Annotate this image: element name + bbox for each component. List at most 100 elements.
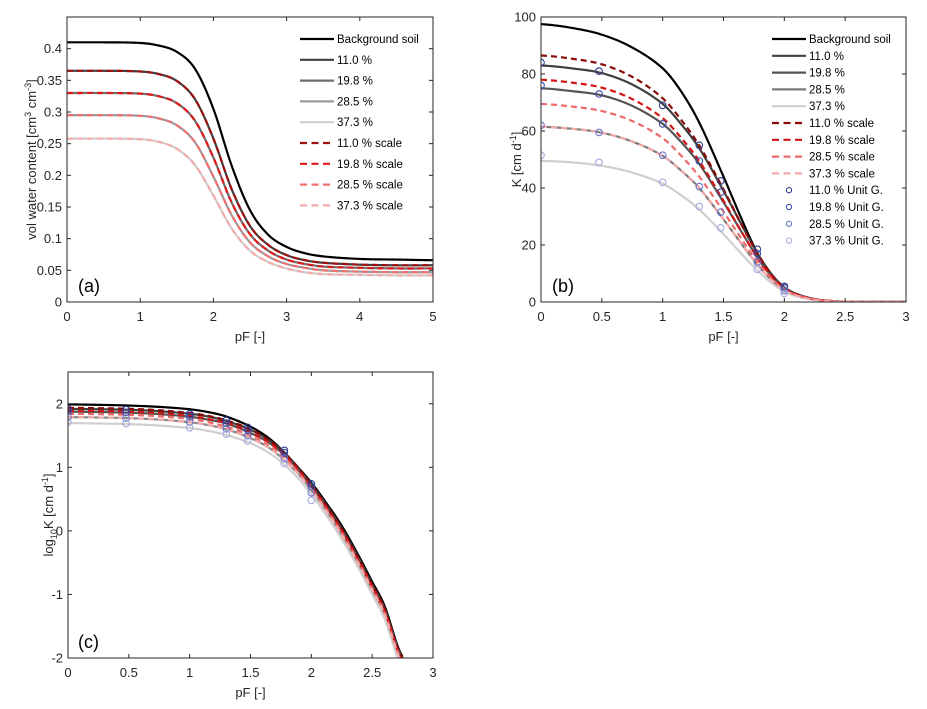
data-point-28-5-unit-g [695, 182, 704, 191]
legend-label: 11.0 % [809, 51, 844, 63]
data-point-11-0-unit-g [280, 446, 289, 455]
y-tick-label: 0.05 [37, 263, 62, 278]
y-tick-label: 80 [522, 67, 536, 82]
legend-item: 11.0 % [772, 51, 844, 63]
y-axis-label-part: vol water content [cm [24, 117, 39, 240]
legend-item: 11.0 % Unit G. [785, 185, 883, 197]
legend-label: 37.3 % [337, 117, 373, 129]
panel-a-water-retention: 0 1 2 3 4 5 0 0.05 0.1 0.15 0.2 0.25 0.3 0.35 0.4 pF [-… [23, 16, 437, 344]
data-point-19-8-unit-g [222, 419, 231, 428]
data-point-19-8-unit-g [595, 90, 603, 98]
x-axis-label: pF [-] [235, 685, 265, 700]
data-point-37-3-unit-g [595, 158, 603, 167]
legend-label: 28.5 % [337, 96, 373, 108]
y-axis-label-part: -1 [40, 477, 50, 485]
x-tick-label: 0 [63, 309, 70, 324]
x-axis-label: pF [-] [235, 329, 265, 344]
legend-label: 28.5 % scale [809, 152, 875, 164]
y-axis-label-part: K [cm d [41, 485, 56, 529]
y-tick-label: 0.25 [37, 136, 62, 151]
legend-item: 28.5 % Unit G. [785, 219, 884, 231]
series-line-background-soil [67, 41, 433, 262]
y-axis-label-part: -1 [508, 135, 518, 143]
legend-item: 19.8 % [300, 76, 373, 88]
legend-item: 11.0 % scale [772, 118, 874, 130]
panel-b-hydraulic-conductivity: 0 0.5 1 1.5 2 2.5 3 0 20 40 60 80 100 pF [-] K [cm d-1… [508, 10, 910, 345]
y-axis-label-part: ] [41, 473, 56, 477]
y-axis-label-part: cm [24, 91, 39, 112]
data-point-19-8-unit-g [280, 448, 289, 457]
legend-item: 37.3 % scale [300, 200, 403, 212]
legend-label: 28.5 % [809, 84, 845, 96]
series-group [68, 403, 404, 658]
legend-marker [785, 220, 793, 227]
legend-label: 28.5 % scale [337, 180, 403, 192]
legend-item: 11.0 % [300, 55, 372, 67]
legend-item: 19.8 % scale [772, 135, 875, 147]
data-point-37-3-unit-g [280, 459, 289, 468]
data-point-28-5-unit-g [243, 431, 252, 440]
series-line-37-3-scale [67, 137, 433, 277]
data-point-19-8-unit-g [68, 407, 72, 416]
series-line-11-0 [541, 64, 906, 302]
legend-item: 37.3 % Unit G. [785, 236, 884, 248]
y-tick-label: 0 [56, 523, 63, 538]
y-axis-label: K [cm d-1] [508, 132, 524, 188]
legend-label: 37.3 % Unit G. [809, 236, 884, 248]
y-tick-label: 40 [522, 181, 536, 196]
y-tick-label: 0.2 [44, 168, 62, 183]
x-tick-label: 4 [356, 309, 363, 324]
data-point-37-3-unit-g [222, 430, 231, 438]
data-point-37-3-unit-g [716, 224, 725, 232]
data-point-28-5-unit-g [122, 414, 130, 422]
data-point-11-0-unit-g [595, 67, 603, 75]
y-axis-label: vol water content [cm3 cm-3] [23, 79, 39, 239]
data-point-11-0-unit-g [243, 423, 252, 432]
data-point-37-3-unit-g [658, 178, 667, 187]
legend-label: 19.8 % scale [809, 135, 875, 147]
data-point-11-0-unit-g [658, 101, 667, 110]
x-tick-label: 1.5 [241, 665, 259, 680]
data-point-11-0-unit-g [695, 141, 704, 150]
x-tick-label: 1 [186, 665, 193, 680]
legend-item: 37.3 % [300, 117, 373, 129]
y-tick-label: 0 [55, 295, 62, 310]
legend-item: 19.8 % Unit G. [785, 202, 884, 214]
legend: Background soil 11.0 % 19.8 % 28.5 % 37.3 % 1… [300, 34, 419, 212]
data-point-28-5-unit-g [716, 208, 725, 217]
data-point-19-8-unit-g [695, 157, 704, 165]
x-tick-label: 3 [429, 665, 436, 680]
legend-item: 28.5 % [772, 84, 845, 96]
y-tick-label: 2 [56, 396, 63, 411]
axes-frame [66, 16, 434, 303]
x-tick-label: 3 [283, 309, 290, 324]
legend-item: 28.5 % scale [772, 152, 875, 164]
legend-item: Background soil [772, 34, 891, 46]
data-point-28-5-unit-g [280, 454, 289, 462]
legend: Background soil 11.0 % 19.8 % 28.5 % 37.3 % 1… [772, 34, 891, 248]
data-point-11-0-unit-g [307, 480, 316, 488]
series-line-19-8 [68, 410, 403, 658]
panel-label: (a) [78, 276, 100, 296]
x-tick-label: 0.5 [120, 665, 138, 680]
legend-label: 19.8 % Unit G. [809, 202, 884, 214]
x-tick-label: 0 [64, 665, 71, 680]
legend-label: Background soil [809, 34, 891, 46]
y-tick-label: -2 [51, 651, 63, 666]
data-point-28-5-unit-g [780, 286, 789, 295]
legend-label: 28.5 % Unit G. [809, 219, 884, 231]
legend-item: 37.3 % [772, 101, 845, 113]
series-line-background-soil [68, 403, 404, 658]
legend-label: 19.8 % [337, 76, 373, 88]
data-point-19-8-unit-g [658, 120, 667, 128]
data-point-19-8-unit-g [753, 249, 762, 258]
data-point-11-0-unit-g [185, 410, 194, 418]
data-point-37-3-unit-g [695, 202, 704, 211]
data-point-28-5-unit-g [307, 488, 316, 497]
y-axis-label: log10K [cm d-1] [40, 473, 59, 556]
y-axis-label-part: ] [24, 79, 39, 83]
y-axis-label-part: 3 [23, 112, 33, 117]
x-axis-label: pF [-] [708, 329, 738, 344]
